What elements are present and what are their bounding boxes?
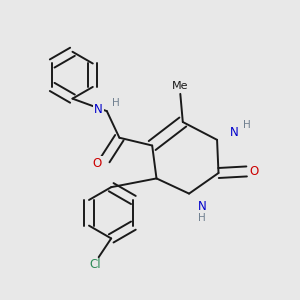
Text: O: O [250,165,259,178]
Text: Me: Me [172,81,189,91]
Text: Cl: Cl [90,259,101,272]
Text: N: N [230,125,239,139]
Text: H: H [244,120,251,130]
Text: N: N [198,200,207,213]
Text: N: N [94,103,103,116]
Text: H: H [198,213,206,223]
Text: O: O [93,157,102,170]
Text: H: H [112,98,120,108]
